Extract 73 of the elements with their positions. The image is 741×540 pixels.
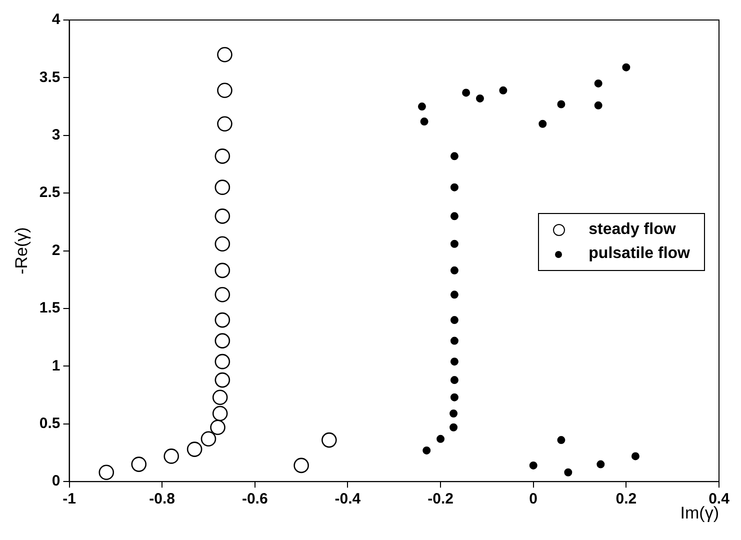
point [436,434,445,443]
point [214,312,230,328]
y-tick-label: 3 [52,126,60,144]
legend-label: steady flow [588,221,676,239]
point [594,101,602,110]
point [217,46,232,62]
point [418,102,426,111]
point [210,420,226,436]
point [186,442,202,457]
point [450,316,458,324]
point [214,148,230,164]
x-tick-label: -0.8 [149,490,176,508]
point [214,354,230,370]
legend-label: pulsatile flow [588,245,690,263]
x-tick-label: 0 [529,490,538,508]
point [212,406,228,422]
point [214,180,230,195]
point [450,266,458,274]
point [294,458,309,474]
point [622,63,630,72]
y-tick-label: 1.5 [39,300,60,317]
point [420,118,428,126]
point [529,461,538,470]
point [499,86,508,94]
x-axis-title: Im(γ) [680,503,719,522]
point [450,183,458,192]
point [594,79,602,88]
point [450,376,458,384]
y-tick-label: 4 [52,11,61,28]
point [214,333,230,348]
point [450,152,458,160]
y-tick-label: 3.5 [39,68,60,86]
y-tick-label: 1 [52,357,60,374]
point [322,432,337,448]
point [462,88,470,97]
point [212,390,228,406]
point [596,460,605,468]
point [476,94,484,102]
point [98,464,114,480]
point [450,212,458,220]
point [450,410,458,418]
x-tick-label: 0.2 [616,490,637,508]
point [200,431,216,447]
y-tick-label: 2.5 [39,184,60,202]
point [214,208,230,224]
y-tick-label: 2 [52,242,60,259]
point [164,448,180,464]
point [214,236,230,252]
point [564,468,572,476]
point [538,120,547,128]
point [450,290,458,299]
point [217,116,232,132]
point [631,452,640,460]
point [557,436,566,444]
point [557,100,566,108]
point [450,423,458,432]
point [450,336,458,345]
point [217,82,232,98]
y-axis-title: -Re(γ) [12,227,31,274]
point [214,287,230,302]
y-tick-label: 0 [52,472,60,490]
x-tick-label: -0.4 [334,490,362,508]
point [422,446,431,454]
point [450,358,458,366]
point [214,372,230,388]
point [131,456,147,472]
y-tick-label: 0.5 [39,415,60,432]
x-tick-label: -0.2 [428,490,454,508]
point [450,240,458,248]
x-tick-label: -0.6 [242,490,268,508]
point [214,262,230,278]
point [450,393,458,402]
x-tick-label: -1 [62,490,76,508]
